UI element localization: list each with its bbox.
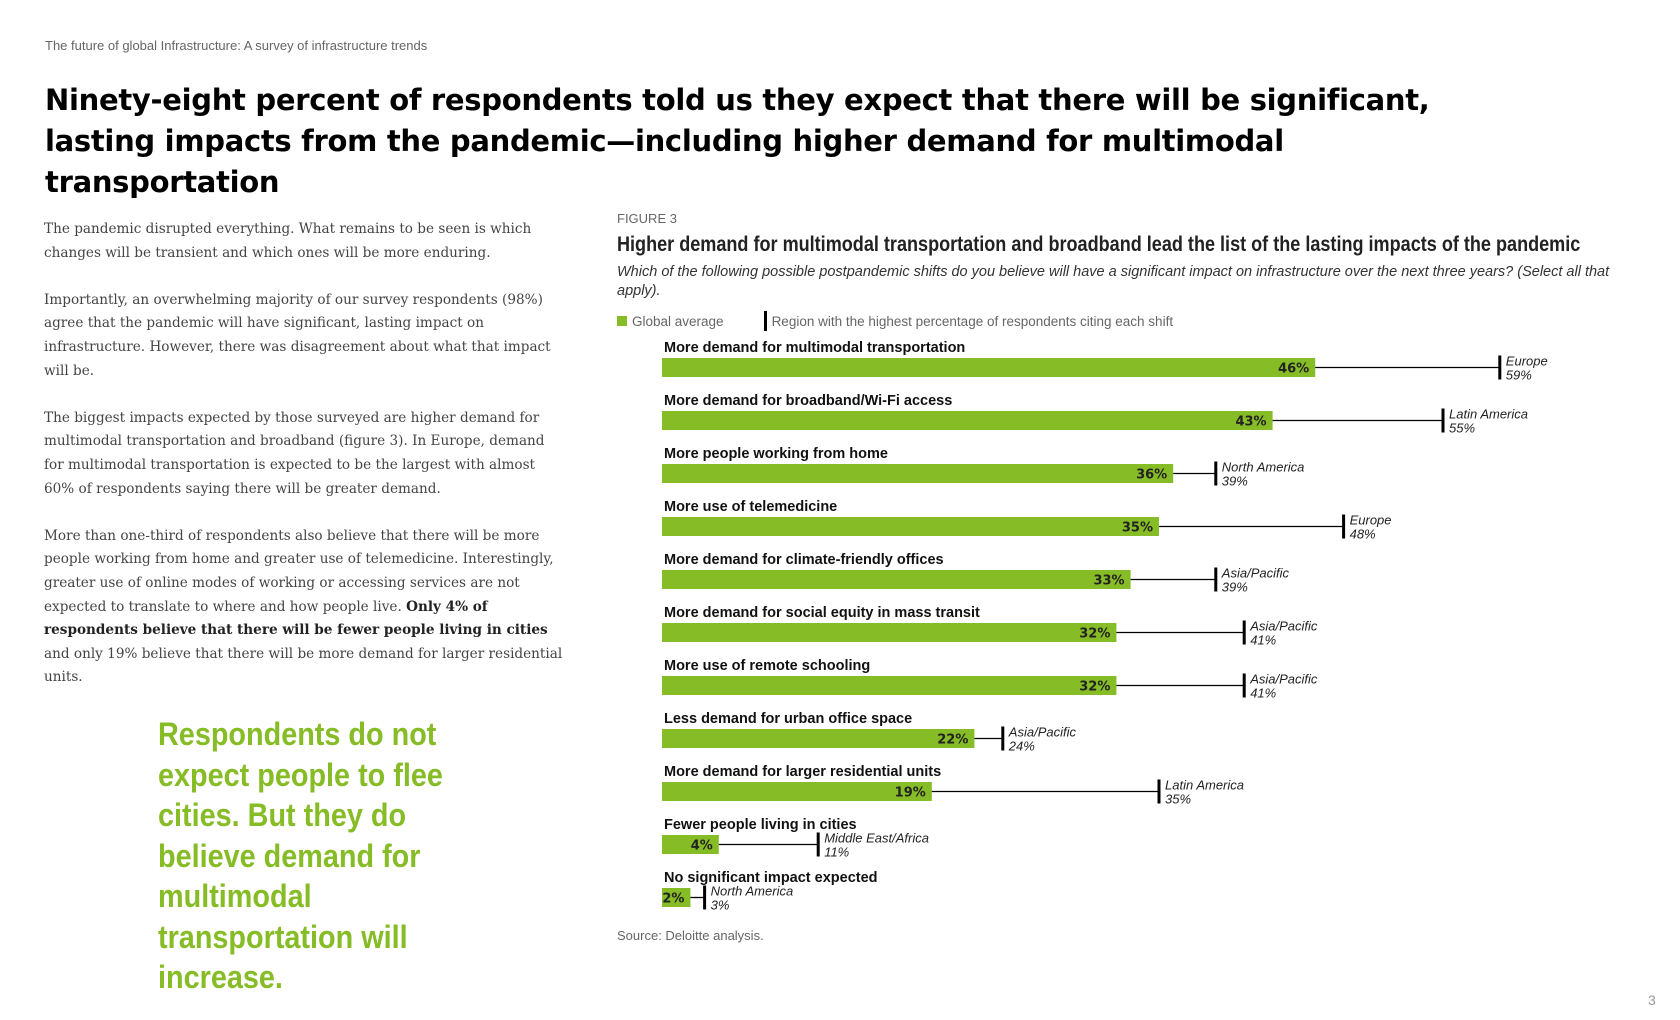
- region-value-label: 59%: [1506, 368, 1532, 383]
- bar-global-average: [662, 464, 1174, 483]
- region-marker: [1242, 620, 1246, 645]
- bar-value-label: 32%: [1079, 680, 1110, 695]
- category-label: Less demand for urban office space: [664, 711, 912, 727]
- region-value-label: 11%: [824, 845, 849, 860]
- bar-global-average: [662, 358, 1316, 377]
- region-value-label: 35%: [1165, 792, 1191, 807]
- category-label: More demand for multimodal transportatio…: [664, 340, 965, 356]
- region-name-label: Middle East/Africa: [824, 831, 929, 846]
- category-label: More people working from home: [664, 446, 888, 462]
- legend-swatch-global: [617, 316, 627, 326]
- region-value-label: 48%: [1350, 527, 1376, 542]
- pull-quote: Respondents do not expect people to flee…: [158, 716, 443, 995]
- region-value-label: 39%: [1222, 474, 1248, 489]
- category-label: No significant impact expected: [664, 870, 878, 886]
- body-paragraph-4-bold: Only 4% of respondents believe that ther…: [44, 598, 548, 639]
- region-name-label: Europe: [1506, 354, 1548, 369]
- region-value-label: 39%: [1222, 580, 1248, 595]
- body-paragraph-1: The pandemic disrupted everything. What …: [44, 221, 532, 261]
- bar-value-label: 32%: [1079, 627, 1110, 642]
- category-label: More demand for social equity in mass tr…: [664, 605, 980, 621]
- region-value-label: 3%: [711, 898, 730, 913]
- region-value-label: 41%: [1250, 686, 1276, 701]
- bar-global-average: [662, 517, 1159, 536]
- body-text: The pandemic disrupted everything. What …: [44, 218, 564, 713]
- bar-global-average: [662, 676, 1117, 695]
- running-title: The future of global Infrastructure: A s…: [45, 38, 428, 53]
- bar-value-label: 35%: [1122, 521, 1153, 536]
- region-marker: [1242, 673, 1246, 698]
- figure-title: Higher demand for multimodal transportat…: [617, 233, 1581, 256]
- bar-value-label: 22%: [937, 733, 968, 748]
- region-marker: [703, 885, 707, 910]
- category-label: Fewer people living in cities: [664, 817, 857, 833]
- figure-label: FIGURE 3: [617, 211, 677, 226]
- page-headline: Ninety-eight percent of respondents told…: [45, 83, 1430, 199]
- legend-label-region: Region with the highest percentage of re…: [771, 313, 1174, 329]
- body-paragraph-3: The biggest impacts expected by those su…: [44, 409, 545, 497]
- bar-global-average: [662, 888, 691, 907]
- region-marker: [816, 832, 820, 857]
- region-name-label: Europe: [1350, 513, 1392, 528]
- bar-value-label: 33%: [1093, 574, 1124, 589]
- region-marker: [1214, 567, 1218, 592]
- region-marker: [1214, 461, 1218, 486]
- region-name-label: North America: [1222, 460, 1305, 475]
- page-number: 3: [1648, 992, 1656, 1008]
- chart-legend: Global average Region with the highest p…: [617, 311, 1173, 331]
- body-paragraph-4-end: and only 19% believe that there will be …: [44, 645, 563, 686]
- region-marker: [1001, 726, 1005, 751]
- category-label: More demand for climate-friendly offices: [664, 552, 944, 568]
- region-name-label: North America: [711, 884, 794, 899]
- body-paragraph-2: Importantly, an overwhelming majority of…: [44, 291, 551, 379]
- region-name-label: Asia/Pacific: [1221, 566, 1290, 581]
- region-marker: [1342, 514, 1346, 539]
- region-marker: [1498, 355, 1502, 380]
- bar-global-average: [662, 411, 1273, 430]
- figure-subtitle: Which of the following possible postpand…: [617, 264, 1610, 299]
- region-name-label: Asia/Pacific: [1249, 619, 1318, 634]
- category-label: More demand for broadband/Wi-Fi access: [664, 393, 952, 409]
- bar-value-label: 19%: [895, 786, 926, 801]
- region-marker: [1157, 779, 1161, 804]
- figure-source: Source: Deloitte analysis.: [617, 928, 764, 943]
- bar-value-label: 4%: [691, 839, 713, 854]
- region-value-label: 55%: [1449, 421, 1475, 436]
- bar-global-average: [662, 835, 719, 854]
- region-name-label: Latin America: [1165, 778, 1244, 793]
- bar-value-label: 43%: [1235, 415, 1266, 430]
- bar-global-average: [662, 570, 1131, 589]
- region-name-label: Asia/Pacific: [1249, 672, 1318, 687]
- body-paragraph-4: More than one-third of respondents also …: [44, 525, 564, 690]
- legend-label-global: Global average: [632, 313, 724, 329]
- bar-value-label: 2%: [662, 892, 684, 907]
- bar-value-label: 46%: [1278, 362, 1309, 377]
- region-value-label: 41%: [1250, 633, 1276, 648]
- legend-marker-region: [763, 311, 767, 331]
- bar-global-average: [662, 623, 1117, 642]
- body-paragraph-4-start: More than one-third of respondents also …: [44, 527, 554, 615]
- bar-global-average: [662, 729, 975, 748]
- region-name-label: Latin America: [1449, 407, 1528, 422]
- region-marker: [1441, 408, 1445, 433]
- region-name-label: Asia/Pacific: [1008, 725, 1077, 740]
- region-value-label: 24%: [1008, 739, 1035, 754]
- category-label: More demand for larger residential units: [664, 764, 941, 780]
- category-label: More use of remote schooling: [664, 658, 870, 674]
- bar-global-average: [662, 782, 932, 801]
- category-label: More use of telemedicine: [664, 499, 837, 515]
- bar-value-label: 36%: [1136, 468, 1167, 483]
